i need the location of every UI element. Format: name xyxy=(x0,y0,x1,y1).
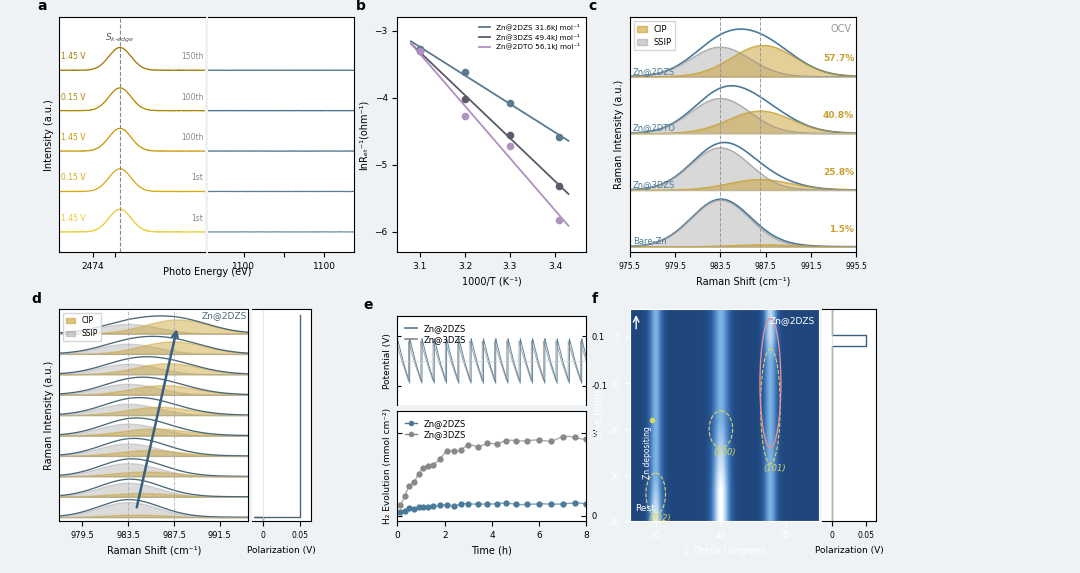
Text: d: d xyxy=(31,292,41,306)
Legend: Zn@2DZS, Zn@3DZS: Zn@2DZS, Zn@3DZS xyxy=(402,415,470,442)
Text: Zn@2DZS: Zn@2DZS xyxy=(770,316,815,325)
Text: 150th: 150th xyxy=(181,52,203,61)
Text: 1.5%: 1.5% xyxy=(829,225,854,234)
Text: Zn depositing: Zn depositing xyxy=(643,426,651,478)
Point xyxy=(551,182,568,191)
Y-axis label: Intensity (a.u.): Intensity (a.u.) xyxy=(44,99,54,171)
Text: f: f xyxy=(592,292,598,306)
Text: $\mathit{S_{k\text{-}edge}}$: $\mathit{S_{k\text{-}edge}}$ xyxy=(106,32,135,45)
Text: 1.45 V: 1.45 V xyxy=(60,214,85,223)
Text: a: a xyxy=(38,0,48,13)
Legend: CIP, SSIP: CIP, SSIP xyxy=(64,313,102,341)
Text: 1.45 V: 1.45 V xyxy=(60,52,85,61)
X-axis label: 2 Theta (degree): 2 Theta (degree) xyxy=(683,545,766,556)
Point xyxy=(411,46,429,56)
Y-axis label: Potential (V): Potential (V) xyxy=(383,333,392,389)
Text: OCV: OCV xyxy=(831,24,852,34)
Legend: Zn@2DZS 31.6kJ mol⁻¹, Zn@3DZS 49.4kJ mol⁻¹, Zn@2DTO 56.1kJ mol⁻¹: Zn@2DZS 31.6kJ mol⁻¹, Zn@3DZS 49.4kJ mol… xyxy=(476,21,583,53)
X-axis label: Time (h): Time (h) xyxy=(472,545,512,556)
Point xyxy=(551,215,568,225)
Text: Zn@3DZS: Zn@3DZS xyxy=(633,180,675,189)
Text: 100th: 100th xyxy=(181,133,203,142)
X-axis label: Raman Shift (cm⁻¹): Raman Shift (cm⁻¹) xyxy=(696,276,791,286)
Text: 0.15 V: 0.15 V xyxy=(60,93,85,101)
Text: e: e xyxy=(363,299,373,312)
Text: c: c xyxy=(589,0,597,13)
Point xyxy=(551,132,568,142)
X-axis label: 1000/T (K⁻¹): 1000/T (K⁻¹) xyxy=(462,276,522,286)
X-axis label: Raman Shift (cm⁻¹): Raman Shift (cm⁻¹) xyxy=(107,545,201,556)
Point xyxy=(457,68,474,77)
Y-axis label: lnRₑₜ⁻¹(ohm⁻¹): lnRₑₜ⁻¹(ohm⁻¹) xyxy=(359,100,369,170)
Text: 57.7%: 57.7% xyxy=(823,54,854,64)
Text: 1st: 1st xyxy=(191,214,203,223)
Legend: Zn@2DZS, Zn@3DZS: Zn@2DZS, Zn@3DZS xyxy=(402,320,470,348)
Text: 1.45 V: 1.45 V xyxy=(60,133,85,142)
Text: (002): (002) xyxy=(648,515,671,523)
X-axis label: Polarization (V): Polarization (V) xyxy=(247,545,315,555)
Text: Rest: Rest xyxy=(635,504,656,513)
Text: (101): (101) xyxy=(762,464,785,473)
Point xyxy=(501,142,518,151)
Text: 40.8%: 40.8% xyxy=(823,111,854,120)
Text: (100): (100) xyxy=(714,448,737,457)
Text: Zn@2DZS: Zn@2DZS xyxy=(201,312,246,320)
Y-axis label: Time (min): Time (min) xyxy=(594,389,604,442)
Text: Bare-Zn: Bare-Zn xyxy=(633,237,666,246)
X-axis label: Polarization (V): Polarization (V) xyxy=(814,545,883,555)
Point xyxy=(501,130,518,139)
Text: 0.15 V: 0.15 V xyxy=(60,174,85,182)
Point xyxy=(457,95,474,104)
Legend: CIP, SSIP: CIP, SSIP xyxy=(634,21,675,50)
Text: b: b xyxy=(356,0,366,13)
Point xyxy=(457,111,474,120)
Text: 25.8%: 25.8% xyxy=(823,168,854,177)
Point xyxy=(411,45,429,54)
Text: Zn@2DTO: Zn@2DTO xyxy=(633,124,676,132)
Point xyxy=(411,47,429,56)
Y-axis label: H₂ Evolution (mmol cm⁻²): H₂ Evolution (mmol cm⁻²) xyxy=(383,408,392,524)
Text: 1st: 1st xyxy=(191,174,203,182)
Point xyxy=(501,99,518,108)
Y-axis label: Raman Intensity (a.u.): Raman Intensity (a.u.) xyxy=(44,361,54,470)
Y-axis label: Raman Intensity (a.u.): Raman Intensity (a.u.) xyxy=(615,80,624,189)
Text: Photo Energy (eV): Photo Energy (eV) xyxy=(163,267,251,277)
Text: Zn@2DZS: Zn@2DZS xyxy=(633,67,675,76)
Text: 100th: 100th xyxy=(181,93,203,101)
